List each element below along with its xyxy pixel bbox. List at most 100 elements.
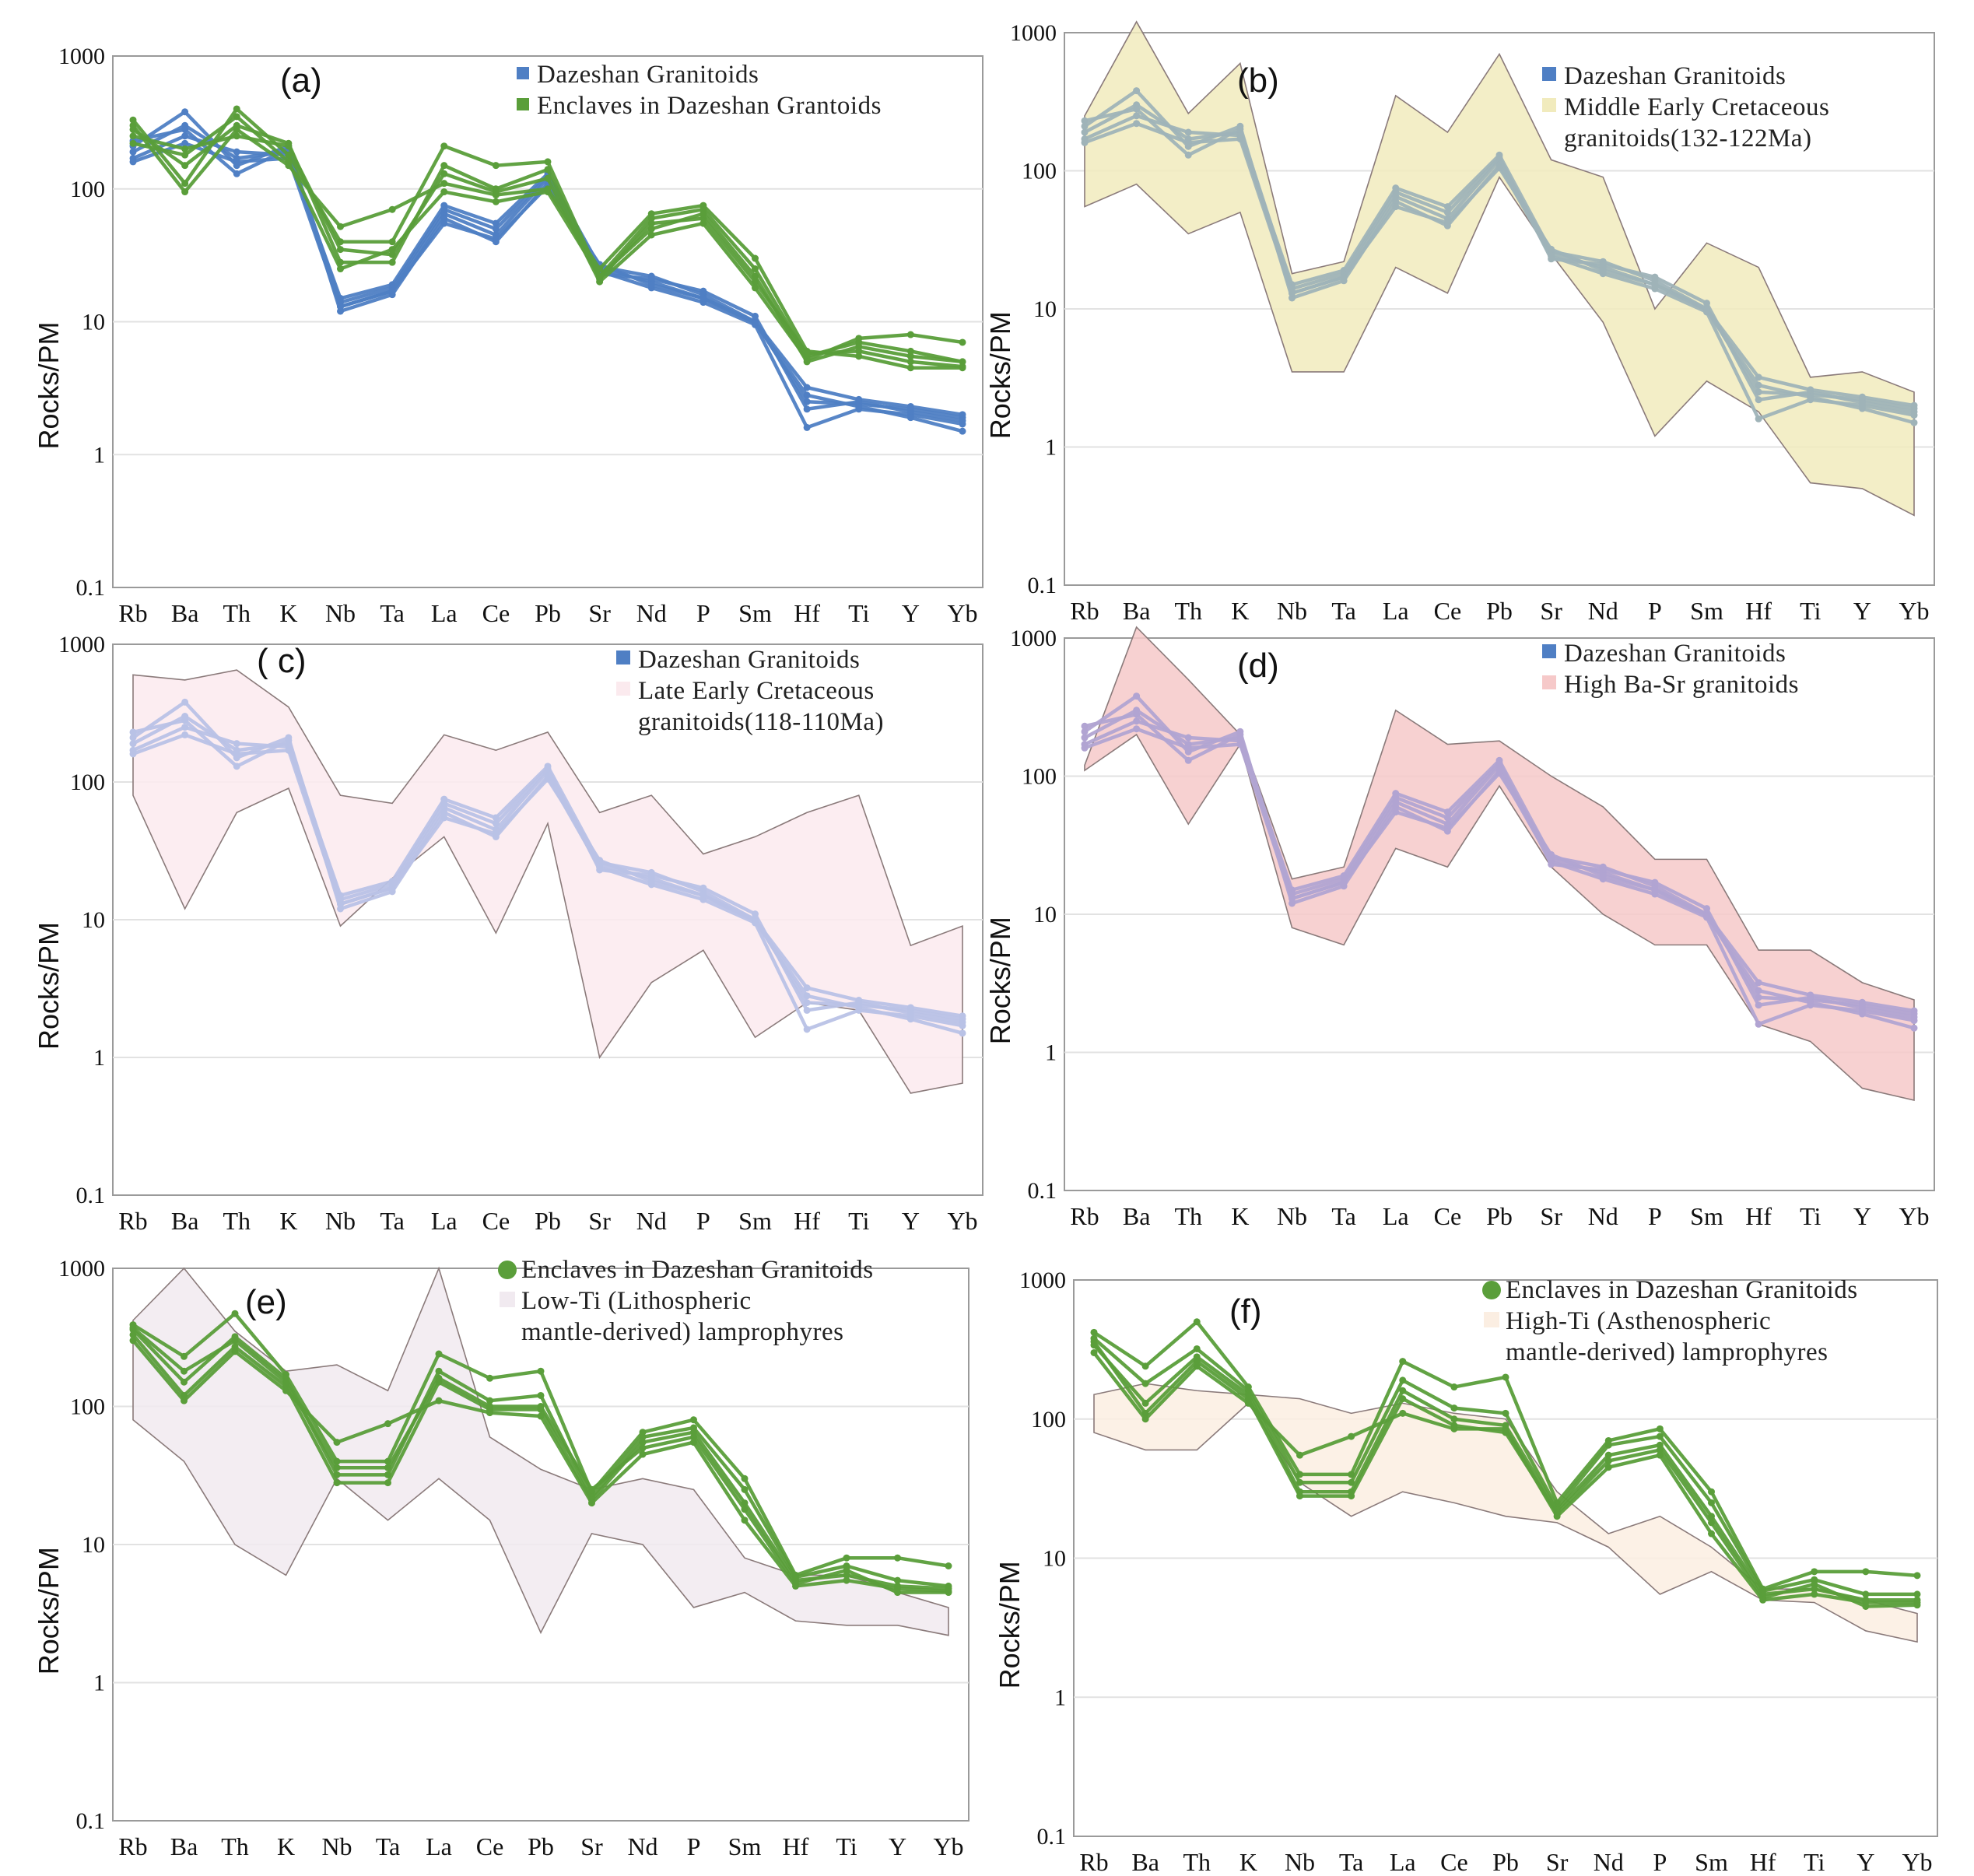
- data-point: [752, 312, 759, 320]
- data-point: [440, 188, 448, 196]
- data-point: [388, 884, 396, 892]
- y-tick-label: 100: [1031, 1407, 1066, 1432]
- comparison-field: [132, 1266, 949, 1636]
- data-point: [596, 866, 604, 874]
- data-point: [843, 1566, 850, 1574]
- x-tick-label-sr: Sr: [588, 599, 611, 627]
- data-point: [492, 235, 500, 243]
- x-tick-label-la: La: [1383, 1202, 1409, 1230]
- data-point: [945, 1587, 952, 1595]
- data-point: [699, 202, 707, 209]
- x-tick-label-la: La: [1390, 1848, 1416, 1876]
- data-point: [1703, 300, 1710, 307]
- y-axis-label: Rocks/PM: [33, 321, 65, 449]
- x-tick-label-ce: Ce: [476, 1832, 504, 1860]
- y-tick-label: 1000: [58, 1256, 105, 1282]
- data-point: [1755, 1020, 1762, 1028]
- comparison-field: [1084, 626, 1915, 1102]
- data-point: [129, 1337, 137, 1345]
- data-point: [596, 278, 604, 286]
- legend-marker: [498, 1261, 517, 1279]
- x-tick-label-hf: Hf: [794, 599, 820, 627]
- y-tick-label: 0.1: [1028, 573, 1057, 598]
- legend-entry: Dazeshan Granitoids: [537, 61, 759, 89]
- y-tick-label: 10: [82, 907, 105, 933]
- x-tick-label-rb: Rb: [118, 1832, 147, 1860]
- data-point: [1296, 1451, 1303, 1459]
- data-point: [544, 166, 552, 174]
- x-tick-label-rb: Rb: [118, 1207, 147, 1235]
- data-point: [233, 105, 240, 113]
- data-point: [1392, 188, 1400, 196]
- data-point: [388, 258, 396, 266]
- data-point: [1755, 373, 1762, 381]
- data-point: [1708, 1499, 1715, 1506]
- x-tick-label-y: Y: [1853, 1202, 1871, 1230]
- y-tick-label: 100: [70, 177, 105, 202]
- legend-entry: Dazeshan Granitoids: [638, 646, 860, 674]
- data-point: [333, 1479, 341, 1487]
- data-point: [388, 287, 396, 295]
- y-tick-label: 1: [1045, 435, 1057, 461]
- x-tick-label-ba: Ba: [171, 599, 199, 627]
- data-point: [1090, 1328, 1098, 1336]
- x-tick-label-th: Th: [1183, 1848, 1211, 1876]
- legend-marker: [517, 67, 529, 79]
- data-point: [129, 728, 137, 736]
- data-point: [1910, 401, 1918, 409]
- data-point: [906, 347, 914, 355]
- y-tick-label: 1: [93, 442, 105, 468]
- data-point: [1296, 1478, 1303, 1486]
- data-point: [1548, 245, 1555, 253]
- data-point: [752, 284, 759, 292]
- x-tick-label-sm: Sm: [728, 1832, 762, 1860]
- panel-c: 1000 100 10 1 0.1 Rocks/PM Rb Ba Th K Nb Ta La Ce Pb Sr…: [33, 632, 983, 1235]
- legend-entry: mantle-derived) lamprophyres: [521, 1318, 843, 1346]
- data-point: [384, 1420, 391, 1428]
- data-point: [1133, 717, 1141, 725]
- y-tick-label: 100: [1022, 159, 1057, 184]
- x-tick-label-ba: Ba: [1123, 597, 1151, 625]
- data-point: [1081, 122, 1089, 130]
- x-tick-label-y: Y: [1857, 1848, 1874, 1876]
- x-tick-label-nb: Nb: [1285, 1848, 1315, 1876]
- x-tick-label-la: La: [431, 1207, 458, 1235]
- data-point: [1450, 1383, 1458, 1391]
- data-point: [486, 1409, 493, 1417]
- x-tick-label-y: Y: [889, 1832, 906, 1860]
- y-axis-label: Rocks/PM: [994, 1561, 1026, 1688]
- data-point: [959, 427, 966, 435]
- data-point: [337, 223, 344, 230]
- data-point: [282, 1378, 289, 1386]
- data-point: [1858, 1004, 1866, 1012]
- x-tick-label-hf: Hf: [1745, 1202, 1772, 1230]
- data-point: [492, 225, 500, 233]
- data-point: [1081, 728, 1089, 735]
- data-point: [1807, 388, 1814, 396]
- data-point: [699, 884, 707, 892]
- data-point: [1081, 117, 1089, 124]
- data-point: [588, 1485, 595, 1493]
- data-point: [803, 358, 811, 366]
- x-tick-label-th: Th: [223, 1207, 251, 1235]
- x-tick-label-ba: Ba: [1123, 1202, 1151, 1230]
- data-point: [1289, 899, 1296, 907]
- data-point: [855, 999, 863, 1007]
- data-point: [1651, 273, 1659, 281]
- data-point: [647, 281, 655, 289]
- data-point: [1193, 1358, 1201, 1366]
- data-point: [1502, 1409, 1509, 1417]
- data-point: [1910, 419, 1918, 426]
- y-tick-label: 10: [82, 1532, 105, 1558]
- data-point: [1090, 1338, 1098, 1345]
- panel-label: ( c): [257, 642, 307, 680]
- data-point: [639, 1429, 647, 1436]
- data-point: [233, 125, 240, 133]
- data-point: [752, 254, 759, 262]
- data-point: [894, 1585, 901, 1593]
- data-point: [1450, 1415, 1458, 1423]
- data-point: [1862, 1598, 1870, 1606]
- x-tick-label-yb: Yb: [947, 599, 977, 627]
- x-tick-label-hf: Hf: [783, 1832, 809, 1860]
- data-point: [1141, 1380, 1149, 1387]
